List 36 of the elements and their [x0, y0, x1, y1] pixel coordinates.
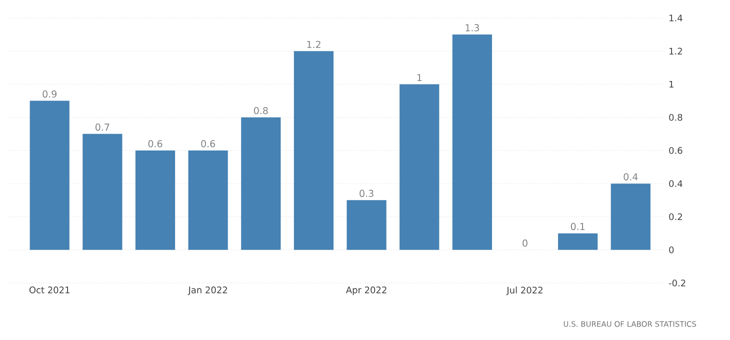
- data-label: 0.8: [254, 106, 268, 114]
- data-label: 1.3: [466, 24, 479, 32]
- x-tick-label: Oct 2021: [29, 286, 70, 294]
- y-tick-label: 0.2: [669, 213, 682, 220]
- y-tick-label: 0.8: [669, 114, 682, 121]
- data-label: 0.1: [570, 222, 585, 230]
- data-label: 0.6: [148, 140, 162, 148]
- bar: [294, 51, 334, 250]
- bar: [30, 100, 70, 250]
- bar: [82, 134, 122, 250]
- bar: [135, 150, 176, 250]
- data-label: 1.2: [307, 40, 320, 48]
- bar: [346, 200, 386, 250]
- data-label: 0: [522, 239, 528, 247]
- data-label: 0.6: [201, 140, 216, 148]
- data-label: 0.7: [96, 124, 110, 131]
- x-tick-label: Jan 2022: [188, 286, 228, 296]
- data-label: 0.3: [360, 190, 374, 197]
- y-tick-label: 0.4: [669, 180, 682, 188]
- y-tick-label: -0.2: [668, 280, 686, 286]
- bar: [610, 184, 650, 250]
- data-label: 1: [417, 74, 422, 82]
- bar: [188, 150, 228, 250]
- y-tick-label: 1.2: [670, 48, 682, 54]
- data-label: 0.4: [624, 173, 638, 180]
- x-tick-label: Jul 2022: [506, 286, 542, 296]
- y-tick-label: 0: [669, 246, 674, 254]
- y-tick-label: 0.6: [669, 147, 682, 154]
- y-tick-label: 1: [670, 80, 674, 88]
- bar: [241, 117, 281, 250]
- y-tick-label: 1.4: [670, 14, 682, 22]
- bar: [400, 84, 440, 250]
- bar: [558, 233, 598, 250]
- bar: [452, 34, 492, 250]
- data-label: 0.9: [42, 90, 57, 98]
- x-tick-label: Apr 2022: [346, 286, 386, 296]
